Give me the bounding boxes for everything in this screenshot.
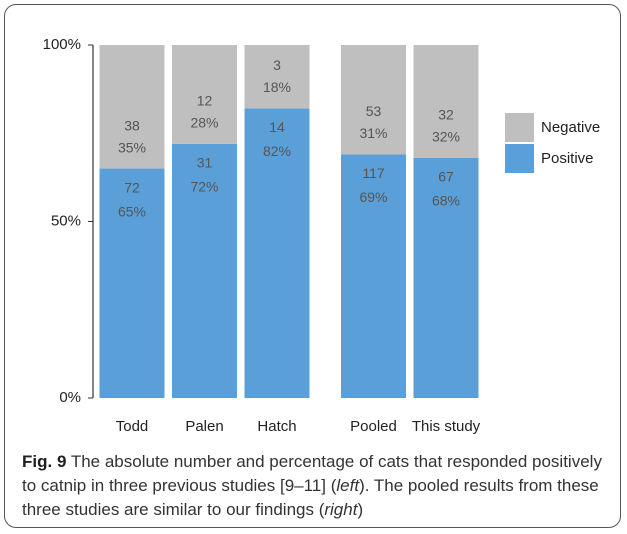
x-tick-label: Palen xyxy=(185,418,223,435)
legend-label: Negative xyxy=(541,119,600,136)
chart: 0% 50% 100% Todd 72 65% 38 35% Palen 31 72% 12 28% Ha… xyxy=(43,36,601,435)
count-label: 38 xyxy=(124,117,140,133)
value-label: 28% xyxy=(190,115,218,131)
count-label: 12 xyxy=(197,93,213,109)
bar-segment xyxy=(413,45,479,158)
value-label: 35% xyxy=(118,139,146,155)
value-label: 82% xyxy=(263,143,291,159)
bar-segment xyxy=(341,154,406,398)
bar-segment xyxy=(172,45,237,144)
value-label: 72% xyxy=(190,179,218,195)
count-label: 31 xyxy=(197,155,213,171)
caption-text: ). The pooled results from these three s… xyxy=(22,476,599,519)
x-tick-label: Todd xyxy=(116,418,149,435)
count-label: 14 xyxy=(269,119,285,135)
caption: Fig. 9 The absolute number and percentag… xyxy=(22,450,612,522)
bar-segment xyxy=(413,157,479,398)
caption-text: left xyxy=(336,476,360,495)
y-tick-label: 50% xyxy=(51,212,81,229)
legend-label: Positive xyxy=(541,150,594,167)
bar-segment xyxy=(99,168,165,398)
bar-segment xyxy=(172,143,237,398)
figure-frame xyxy=(4,4,621,528)
x-tick-label: This study xyxy=(412,418,481,435)
y-tick-label: 0% xyxy=(59,389,81,406)
bar-segment xyxy=(244,45,310,109)
bar-segment xyxy=(244,108,310,398)
count-label: 67 xyxy=(438,169,454,185)
value-label: 18% xyxy=(263,79,291,95)
legend-swatch xyxy=(505,113,534,142)
value-label: 69% xyxy=(359,189,387,205)
caption-label: Fig. 9 xyxy=(22,452,67,471)
bar-segment xyxy=(341,45,406,155)
value-label: 68% xyxy=(432,193,460,209)
value-label: 31% xyxy=(359,125,387,141)
value-label: 32% xyxy=(432,129,460,145)
count-label: 72 xyxy=(124,179,140,195)
x-tick-label: Hatch xyxy=(257,418,296,435)
caption-text: ) xyxy=(357,500,364,519)
count-label: 32 xyxy=(438,107,454,123)
bar-segment xyxy=(99,45,165,169)
count-label: 53 xyxy=(366,103,382,119)
caption-text: The absolute number and percentage of ca… xyxy=(22,452,602,495)
count-label: 117 xyxy=(362,165,385,181)
value-label: 65% xyxy=(118,203,146,219)
legend-swatch xyxy=(505,144,534,173)
x-tick-label: Pooled xyxy=(350,418,397,435)
y-tick-label: 100% xyxy=(43,36,81,53)
caption-text: right xyxy=(324,500,358,519)
count-label: 3 xyxy=(273,57,281,73)
